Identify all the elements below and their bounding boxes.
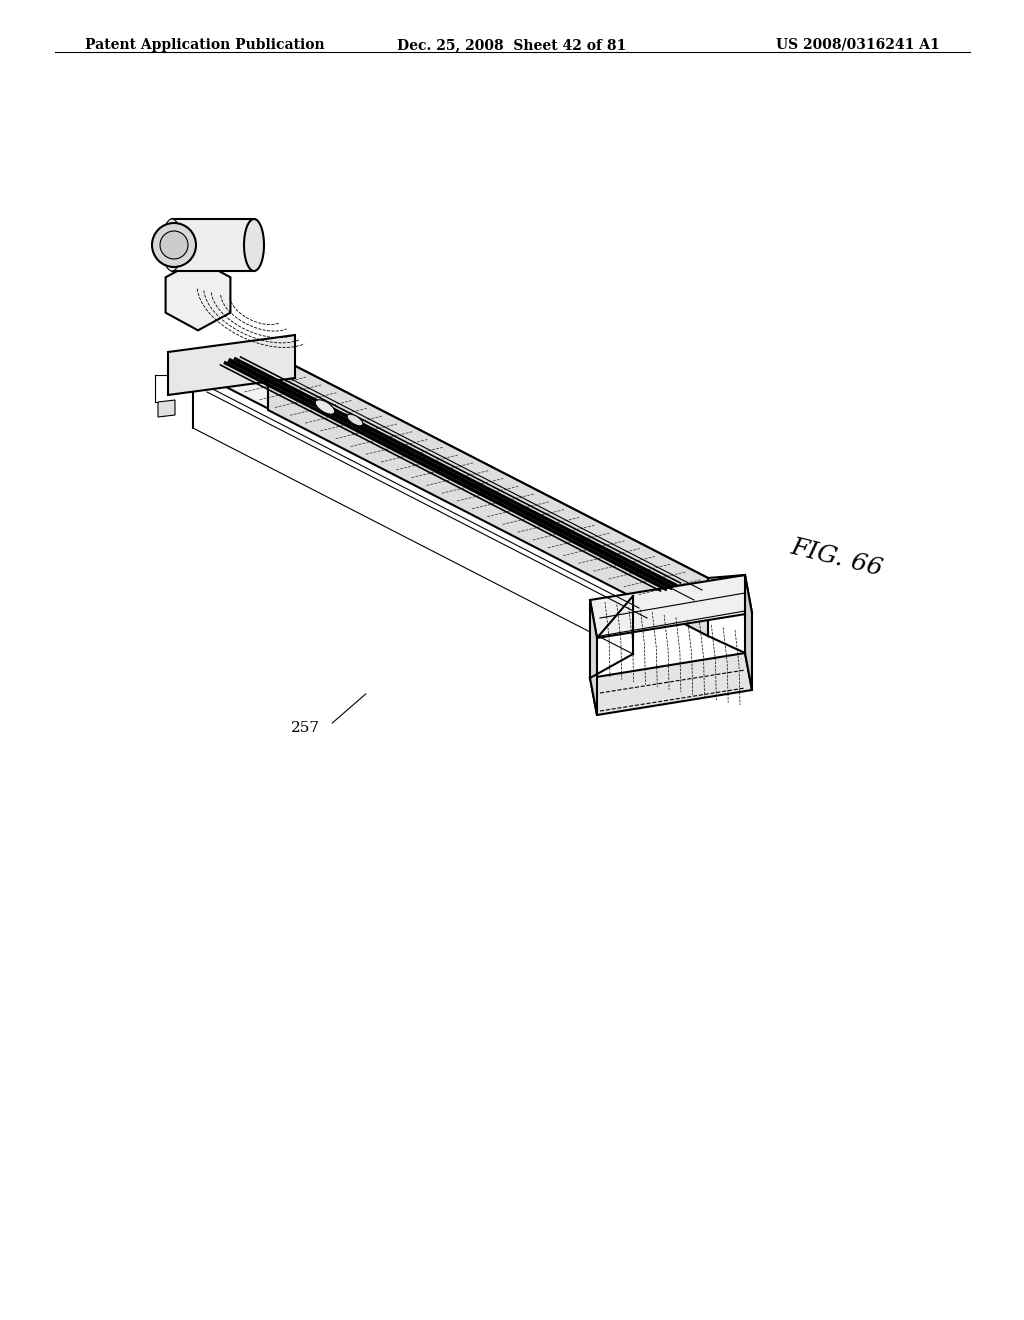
Ellipse shape [162,219,182,271]
Text: US 2008/0316241 A1: US 2008/0316241 A1 [776,38,940,51]
Polygon shape [268,352,708,636]
Polygon shape [168,335,295,395]
Polygon shape [590,576,752,638]
Polygon shape [166,260,230,330]
Text: Dec. 25, 2008  Sheet 42 of 81: Dec. 25, 2008 Sheet 42 of 81 [397,38,627,51]
Ellipse shape [347,414,362,426]
Polygon shape [158,400,175,417]
Polygon shape [172,219,254,271]
Circle shape [160,231,188,259]
Circle shape [152,223,196,267]
Ellipse shape [244,219,264,271]
Text: FIG. 66: FIG. 66 [788,536,885,581]
Ellipse shape [315,400,335,414]
Text: Patent Application Publication: Patent Application Publication [85,38,325,51]
Polygon shape [193,352,708,597]
Text: 257: 257 [291,721,319,735]
Polygon shape [590,653,752,715]
Polygon shape [590,601,597,715]
Polygon shape [745,576,752,690]
